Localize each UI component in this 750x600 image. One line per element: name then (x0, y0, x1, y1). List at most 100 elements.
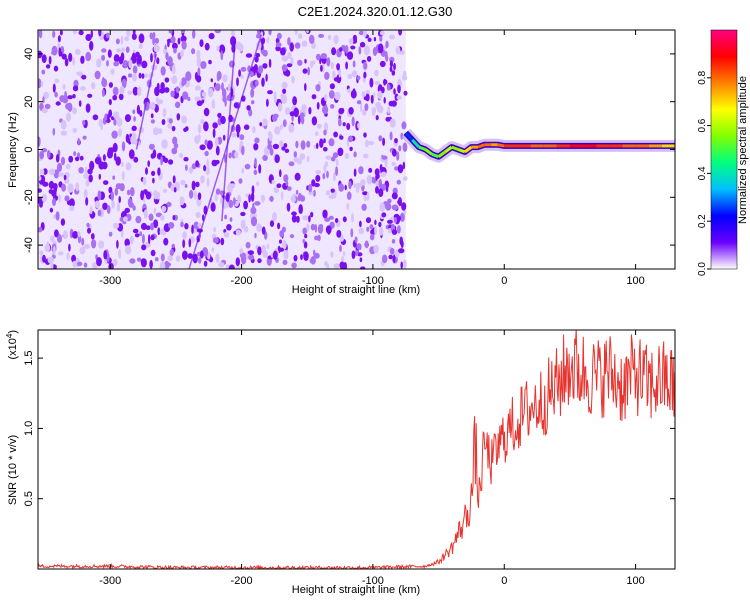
snr-plot-area (38, 330, 675, 569)
noise-blob (286, 186, 292, 191)
noise-blob (290, 57, 294, 66)
noise-blob (172, 42, 178, 50)
noise-blob (125, 46, 130, 53)
noise-blob (117, 128, 122, 137)
noise-blob (370, 94, 374, 104)
noise-blob (172, 175, 176, 184)
noise-blob (237, 194, 242, 204)
noise-blob (330, 251, 334, 258)
x-tick-label: -300 (99, 275, 121, 287)
noise-blob (137, 86, 142, 97)
noise-blob (136, 257, 142, 262)
noise-blob (379, 226, 384, 236)
noise-blob (58, 172, 65, 177)
spectrogram-y-axis-label: Frequency (Hz) (7, 112, 19, 188)
noise-blob (101, 78, 108, 87)
noise-blob (85, 33, 92, 42)
noise-blob (281, 81, 288, 89)
noise-blob (116, 117, 123, 127)
noise-blob (313, 182, 320, 188)
noise-blob (49, 207, 54, 213)
noise-blob (44, 243, 51, 253)
noise-blob (294, 172, 301, 181)
noise-blob (48, 168, 56, 176)
noise-blob (168, 222, 175, 229)
noise-blob (369, 224, 374, 230)
noise-blob (113, 54, 120, 63)
noise-blob (386, 84, 391, 91)
noise-blob (60, 130, 68, 136)
noise-blob (185, 164, 188, 171)
noise-blob (282, 119, 287, 128)
noise-blob (85, 51, 92, 62)
noise-blob (282, 259, 288, 265)
noise-blob (262, 154, 268, 161)
noise-blob (365, 139, 369, 148)
noise-blob (214, 83, 221, 92)
noise-blob (194, 96, 201, 102)
noise-blob (310, 223, 316, 231)
noise-blob (297, 33, 303, 39)
noise-blob (403, 210, 407, 215)
noise-blob (373, 244, 379, 254)
noise-blob (124, 238, 130, 247)
noise-blob (255, 52, 261, 58)
noise-blob (365, 89, 370, 95)
noise-blob (334, 91, 341, 101)
noise-blob (98, 240, 105, 249)
noise-blob (230, 183, 236, 188)
noise-blob (330, 104, 335, 109)
noise-blob (103, 250, 108, 260)
noise-blob (333, 263, 340, 269)
noise-blob (236, 77, 239, 87)
noise-blob (359, 182, 363, 188)
noise-blob (124, 207, 130, 214)
noise-blob (265, 73, 268, 82)
noise-blob (333, 131, 338, 138)
noise-blob (203, 121, 209, 132)
noise-blob (372, 47, 378, 56)
noise-blob (326, 170, 329, 179)
noise-blob (228, 152, 232, 159)
noise-blob (359, 220, 362, 228)
noise-blob (118, 93, 124, 101)
noise-blob (191, 224, 194, 234)
noise-blob (108, 186, 113, 194)
noise-blob (254, 232, 257, 239)
colorbar-label: Normalized spectral amplitude (737, 76, 749, 224)
noise-blob (283, 143, 288, 148)
noise-blob (330, 188, 335, 193)
noise-blob (365, 217, 372, 224)
noise-blob (381, 212, 387, 218)
colorbar-scale (710, 29, 738, 270)
noise-blob (94, 70, 101, 80)
noise-blob (88, 174, 93, 183)
noise-blob (257, 258, 262, 264)
noise-blob (203, 260, 208, 267)
noise-blob (333, 171, 336, 182)
noise-blob (83, 173, 90, 180)
noise-blob (306, 30, 309, 34)
y-tick-label: -20 (23, 189, 35, 205)
noise-blob (342, 122, 346, 127)
noise-blob (328, 138, 335, 147)
noise-blob (132, 72, 137, 82)
noise-blob (196, 100, 203, 107)
noise-blob (302, 227, 308, 235)
noise-blob (103, 180, 109, 186)
noise-blob (323, 129, 327, 136)
noise-blob (220, 237, 225, 246)
noise-blob (315, 174, 321, 182)
noise-blob (181, 80, 185, 87)
noise-blob (240, 211, 246, 217)
noise-blob (69, 198, 75, 208)
noise-blob (347, 73, 353, 80)
noise-blob (366, 191, 370, 201)
noise-blob (391, 192, 398, 200)
noise-blob (366, 226, 370, 232)
noise-blob (214, 30, 221, 34)
noise-blob (272, 143, 280, 150)
noise-blob (72, 107, 77, 115)
noise-blob (149, 32, 154, 40)
noise-blob (299, 112, 305, 118)
